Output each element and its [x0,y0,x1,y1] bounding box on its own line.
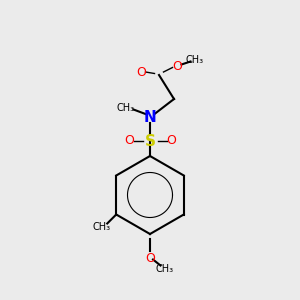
Text: O: O [172,59,182,73]
Text: CH₃: CH₃ [186,55,204,65]
Text: O: O [166,134,176,148]
Text: CH₃: CH₃ [117,103,135,113]
Text: O: O [124,134,134,148]
Text: S: S [145,134,155,148]
Text: CH₃: CH₃ [92,221,110,232]
Text: CH₃: CH₃ [156,263,174,274]
Text: O: O [136,65,146,79]
Text: N: N [144,110,156,124]
Text: O: O [145,251,155,265]
